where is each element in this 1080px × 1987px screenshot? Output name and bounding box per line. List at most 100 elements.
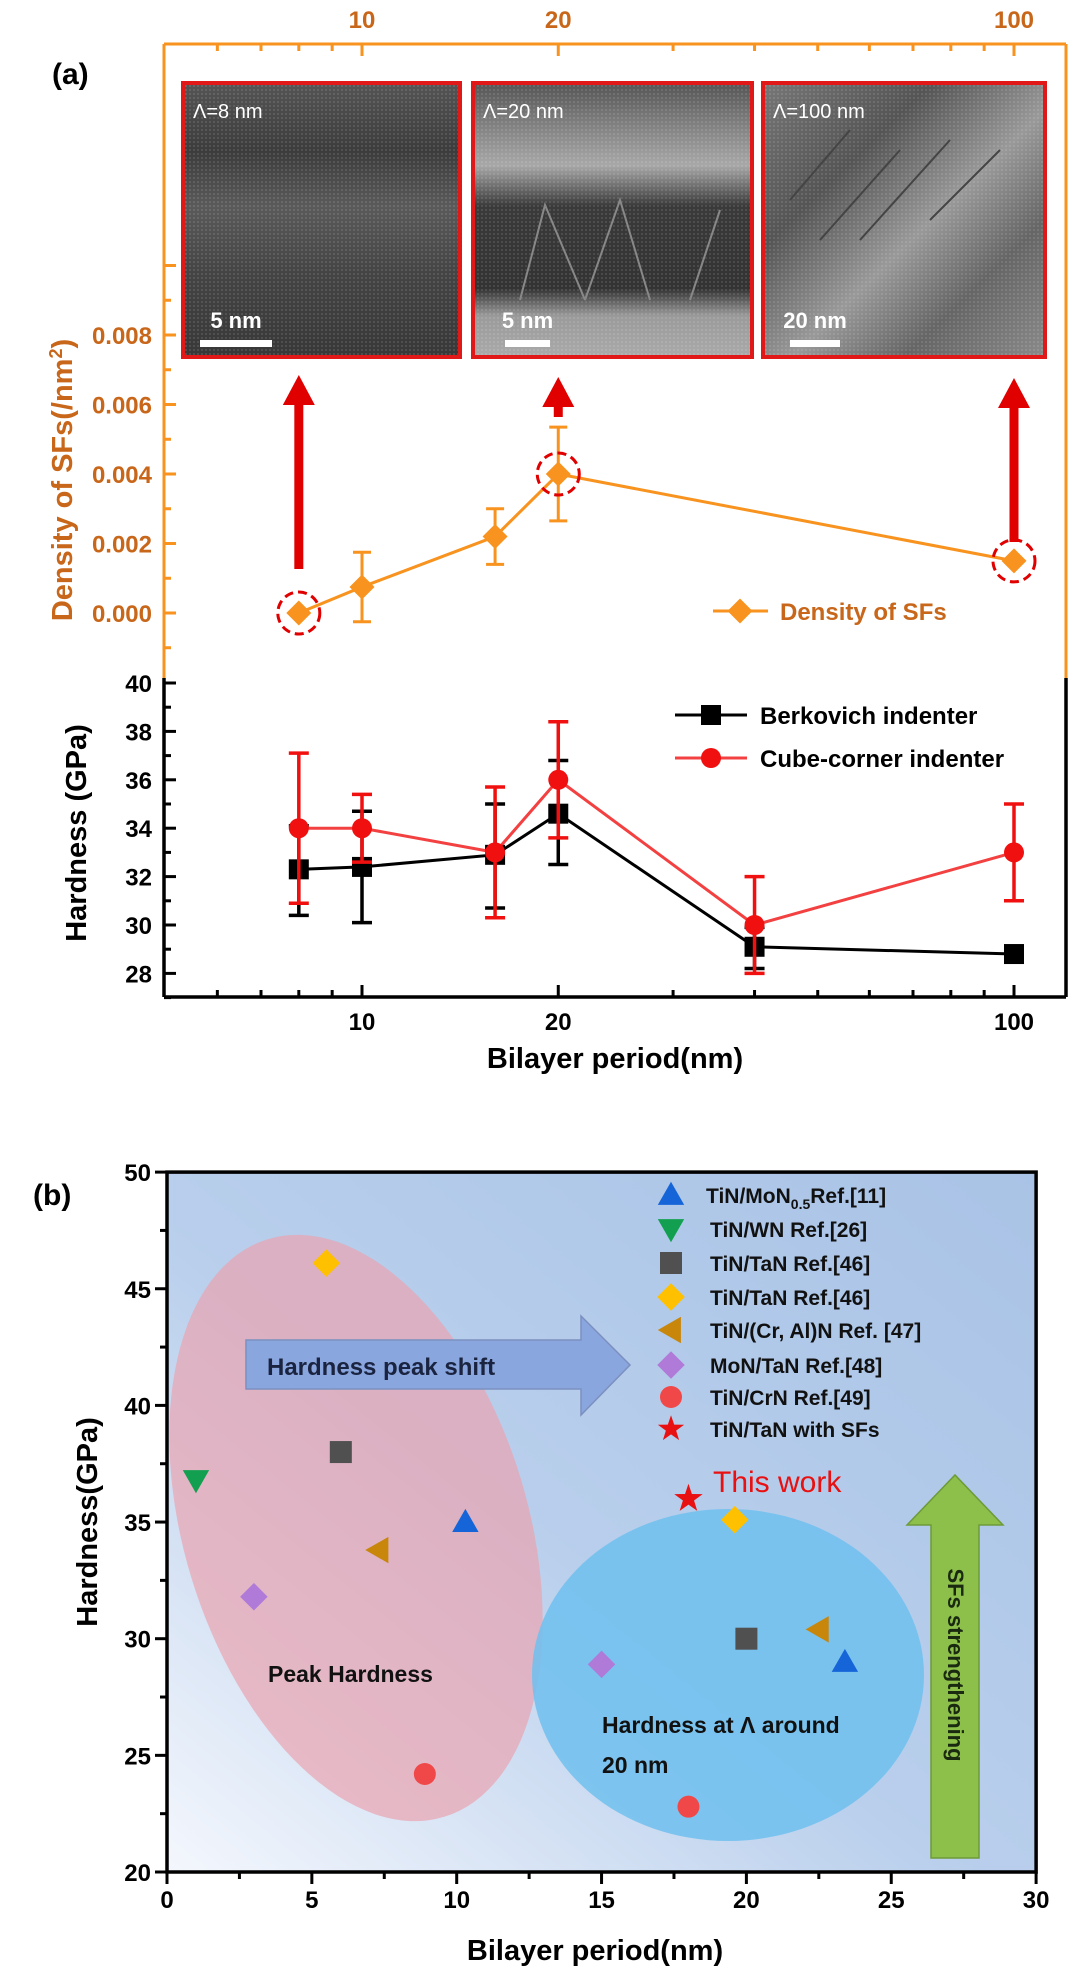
top-tick-label: 10 — [349, 7, 376, 34]
scatter-point — [587, 1650, 616, 1679]
tem-image-label: Λ=8 nm — [193, 101, 263, 123]
x-tick-label: 15 — [588, 1887, 615, 1914]
scatter-point — [677, 1795, 700, 1818]
legend-marker — [701, 705, 721, 725]
legend-marker — [701, 748, 721, 768]
scatter-point — [721, 1505, 749, 1534]
legend-label: TiN/CrN Ref.[49] — [710, 1387, 871, 1410]
hardness-series-line — [298, 777, 1015, 927]
scatter-point — [312, 1249, 341, 1277]
legend-label: TiN/(Cr, Al)N Ref. [47] — [710, 1320, 921, 1343]
y-tick-label: 40 — [124, 1393, 151, 1420]
density-y-tick-label: 0.000 — [92, 601, 152, 628]
density-point — [482, 524, 508, 550]
highlight-dashed-circle — [535, 451, 581, 497]
density-y-tick-label: 0.002 — [92, 532, 152, 559]
legend-label: Cube-corner indenter — [760, 746, 1004, 773]
tem-image-border — [181, 81, 462, 359]
x-tick-label: 100 — [994, 1009, 1034, 1036]
hardness-peak-shift-arrow — [245, 1314, 632, 1417]
scatter-point — [413, 1763, 436, 1786]
y-tick-label: 35 — [124, 1510, 151, 1537]
cube-corner-point — [485, 842, 506, 863]
y-tick-label: 45 — [124, 1277, 151, 1304]
x-tick-label: 5 — [305, 1887, 318, 1914]
legend-label: TiN/TaN Ref.[46] — [710, 1253, 870, 1276]
this-work-label: This work — [713, 1466, 842, 1499]
around-20nm-region — [532, 1509, 924, 1841]
hardness-y-tick-label: 30 — [125, 913, 152, 940]
sf-strengthening-arrow — [905, 1473, 1005, 1859]
legend-marker — [657, 1415, 685, 1441]
stacking-fault-lines — [789, 129, 1001, 241]
cube-corner-point — [548, 769, 569, 790]
x-tick-label: 20 — [733, 1887, 760, 1914]
scatter-point — [182, 1470, 210, 1494]
hardness-y-tick-label: 32 — [125, 865, 152, 892]
scatter-point — [365, 1536, 389, 1564]
x-tick-label: 0 — [160, 1887, 173, 1914]
scale-bar — [200, 340, 272, 347]
peak-shift-label: Hardness peak shift — [267, 1354, 495, 1381]
hardness-y-tick-label: 38 — [125, 719, 152, 746]
y-tick-label: 30 — [124, 1627, 151, 1654]
y-tick-label: 25 — [124, 1743, 151, 1770]
x-tick-label: 10 — [349, 1009, 376, 1036]
tem-image-border — [471, 81, 754, 359]
arrow-100nm-head — [998, 378, 1030, 408]
x-tick-label: 20 — [545, 1009, 572, 1036]
y-tick-label: 20 — [124, 1860, 151, 1887]
hardness-y-tick-label: 34 — [125, 816, 152, 843]
scale-bar — [505, 340, 550, 347]
y-axis-title: Hardness(GPa) — [72, 1417, 104, 1627]
hardness-y-axis-title: Hardness (GPa) — [61, 724, 93, 942]
legend-label: TiN/TaN with SFs — [710, 1419, 880, 1442]
cube-corner-point — [288, 818, 309, 839]
scale-bar — [790, 340, 840, 347]
scatter-point — [329, 1441, 352, 1464]
around-20nm-label-line2: 20 nm — [602, 1752, 668, 1778]
density-series-line — [298, 472, 1015, 615]
sf-strengthening-label: SFs strengthening — [943, 1568, 968, 1761]
hardness-y-tick-label: 28 — [125, 961, 152, 988]
cube-corner-point — [744, 915, 765, 935]
legend-label: TiN/TaN Ref.[46] — [710, 1287, 870, 1310]
legend-marker — [657, 1283, 685, 1311]
tem-lattice-texture — [763, 83, 1045, 357]
panel-b-label: (b) — [33, 1179, 71, 1212]
peak-hardness-label: Peak Hardness — [268, 1661, 433, 1687]
hardness-series-line — [298, 811, 1015, 956]
tem-image-label: Λ=20 nm — [483, 101, 564, 123]
x-axis-title: Bilayer period(nm) — [467, 1935, 723, 1967]
scatter-point — [805, 1616, 829, 1643]
stacking-fault-lines — [519, 196, 721, 301]
ylabel-superscript: 2 — [46, 349, 66, 359]
legend-marker — [660, 1386, 682, 1408]
scatter-point — [674, 1483, 703, 1511]
cube-corner-point — [1004, 842, 1024, 863]
density-y-tick-label: 0.008 — [92, 323, 152, 350]
density-y-tick-label: 0.006 — [92, 393, 152, 420]
x-tick-label: 10 — [443, 1887, 470, 1914]
tem-lattice-texture — [183, 83, 460, 357]
density-point — [545, 461, 571, 487]
legend-label-part: TiN/MoN — [706, 1185, 791, 1208]
density-point — [1001, 548, 1027, 574]
highlight-dashed-circle — [991, 538, 1037, 584]
scale-bar-label: 5 nm — [210, 308, 261, 333]
scale-bar-label: 5 nm — [502, 308, 553, 333]
hardness-y-tick-label: 40 — [125, 671, 152, 698]
ylabel-main: Density of SFs(/nm — [47, 359, 79, 622]
legend-label-part: Ref.[11] — [810, 1185, 886, 1208]
scatter-point — [831, 1648, 859, 1672]
x-tick-label: 25 — [878, 1887, 905, 1914]
panel-a-label: (a) — [52, 58, 89, 91]
legend-marker — [657, 1351, 685, 1379]
scatter-point — [452, 1508, 479, 1532]
ylabel-tail: ) — [47, 339, 79, 349]
hardness-y-tick-label: 36 — [125, 768, 152, 795]
legend-marker — [657, 1219, 685, 1243]
scatter-point — [240, 1582, 268, 1611]
tem-image-label: Λ=100 nm — [773, 101, 865, 123]
